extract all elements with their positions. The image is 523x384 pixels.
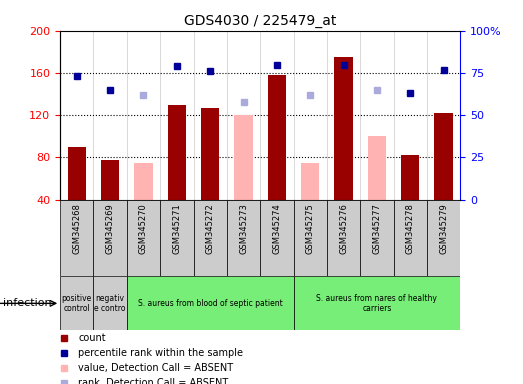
Bar	[234, 115, 253, 200]
Text: negativ
e contro: negativ e contro	[95, 294, 126, 313]
Bar	[94, 276, 127, 330]
Bar	[168, 104, 186, 200]
Bar	[194, 200, 227, 276]
Text: rank, Detection Call = ABSENT: rank, Detection Call = ABSENT	[78, 379, 229, 384]
Bar	[160, 200, 194, 276]
Bar	[227, 200, 260, 276]
Text: GSM345279: GSM345279	[439, 204, 448, 254]
Text: GSM345270: GSM345270	[139, 204, 148, 254]
Text: GSM345276: GSM345276	[339, 204, 348, 254]
Bar	[60, 200, 94, 276]
Text: GSM345274: GSM345274	[272, 204, 281, 254]
Bar	[293, 200, 327, 276]
Bar	[301, 163, 320, 200]
Text: GSM345272: GSM345272	[206, 204, 214, 254]
Text: GSM345277: GSM345277	[372, 204, 381, 254]
Bar	[94, 200, 127, 276]
Text: GSM345275: GSM345275	[306, 204, 315, 254]
Bar	[127, 200, 160, 276]
Bar	[360, 200, 393, 276]
Bar	[101, 160, 119, 200]
Bar	[127, 276, 293, 330]
Title: GDS4030 / 225479_at: GDS4030 / 225479_at	[184, 14, 336, 28]
Bar	[60, 276, 94, 330]
Bar	[327, 200, 360, 276]
Text: count: count	[78, 333, 106, 343]
Text: S. aureus from nares of healthy
carriers: S. aureus from nares of healthy carriers	[316, 294, 437, 313]
Bar	[201, 108, 219, 200]
Bar	[435, 113, 453, 200]
Text: GSM345278: GSM345278	[406, 204, 415, 254]
Bar	[293, 276, 460, 330]
Text: GSM345268: GSM345268	[72, 204, 81, 254]
Bar	[394, 200, 427, 276]
Text: value, Detection Call = ABSENT: value, Detection Call = ABSENT	[78, 363, 233, 373]
Text: positive
control: positive control	[62, 294, 92, 313]
Bar	[134, 163, 153, 200]
Text: GSM345271: GSM345271	[173, 204, 181, 254]
Text: percentile rank within the sample: percentile rank within the sample	[78, 348, 243, 358]
Bar	[427, 200, 460, 276]
Bar	[334, 57, 353, 200]
Bar	[268, 75, 286, 200]
Text: GSM345273: GSM345273	[239, 204, 248, 254]
Bar	[368, 136, 386, 200]
Bar	[401, 155, 419, 200]
Bar	[67, 147, 86, 200]
Text: S. aureus from blood of septic patient: S. aureus from blood of septic patient	[138, 299, 282, 308]
Bar	[260, 200, 293, 276]
Text: GSM345269: GSM345269	[106, 204, 115, 254]
Text: infection: infection	[3, 298, 51, 308]
